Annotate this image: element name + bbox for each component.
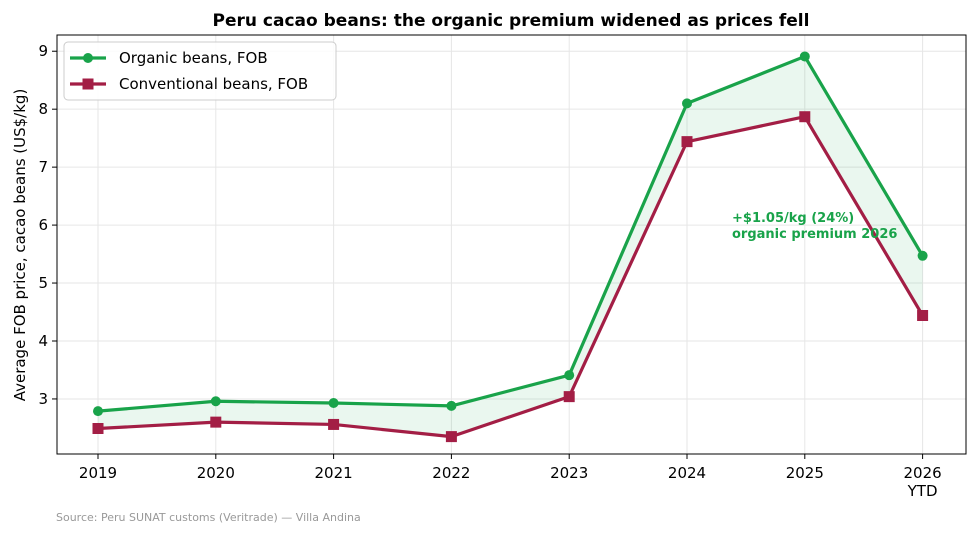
- x-tick-label: 2022: [432, 464, 470, 482]
- legend: Organic beans, FOB Conventional beans, FO…: [63, 41, 337, 101]
- plot-frame: [56, 34, 967, 455]
- organic-point: [799, 51, 810, 62]
- conventional-point: [445, 431, 457, 443]
- y-tick-label: 3: [38, 390, 48, 408]
- conventional-point: [563, 391, 575, 403]
- y-tick-label: 6: [38, 216, 48, 234]
- x-tick-label: 2025: [786, 464, 824, 482]
- y-axis-label: Average FOB price, cacao beans (US$/kg): [11, 89, 29, 402]
- premium-annotation: +$1.05/kg (24%) organic premium 2026: [732, 211, 897, 242]
- x-tick-label: 2023: [550, 464, 588, 482]
- x-tick-label-line: 2024: [668, 464, 706, 482]
- conventional-point: [92, 423, 104, 435]
- legend-label-conventional: Conventional beans, FOB: [119, 75, 308, 93]
- x-tick-label-line: 2019: [79, 464, 117, 482]
- x-tick-label: 2026 YTD: [904, 464, 942, 500]
- x-tick-label: 2024: [668, 464, 706, 482]
- conventional-point: [328, 418, 340, 430]
- x-tick-label-line: YTD: [907, 482, 938, 500]
- conventional-series-line: [96, 115, 925, 439]
- x-tick-label: 2020: [197, 464, 235, 482]
- y-tick-label: 4: [38, 332, 48, 350]
- chart-title: Peru cacao beans: the organic premium wi…: [213, 11, 810, 31]
- organic-point: [93, 406, 103, 417]
- x-tick-label: 2019: [79, 464, 117, 482]
- organic-point: [564, 370, 575, 381]
- organic-point: [917, 250, 928, 261]
- x-tick-label: 2021: [315, 464, 353, 482]
- y-tick-label: 5: [38, 274, 48, 292]
- legend-box: [63, 41, 337, 101]
- organic-point: [446, 400, 457, 411]
- y-tick-label: 9: [38, 42, 48, 60]
- x-tick-label-line: 2022: [432, 464, 470, 482]
- source-note: Source: Peru SUNAT customs (Veritrade) —…: [56, 511, 361, 524]
- premium-annotation-line: +$1.05/kg (24%): [732, 211, 854, 226]
- organic-point: [328, 398, 339, 409]
- x-tick-label-line: 2026: [904, 464, 942, 482]
- legend-marker-organic: [83, 53, 93, 63]
- gridlines: [57, 35, 966, 454]
- premium-annotation-text: +$1.05/kg (24%) organic premium 2026: [732, 211, 897, 242]
- conventional-point: [210, 416, 222, 428]
- x-tick-label-line: 2021: [315, 464, 353, 482]
- x-tick-label-line: 2025: [786, 464, 824, 482]
- series-layer: [92, 51, 929, 443]
- x-tick-label-line: 2020: [197, 464, 235, 482]
- y-tick-label: 8: [38, 100, 48, 118]
- legend-label-organic: Organic beans, FOB: [119, 49, 268, 67]
- y-tick-label: 7: [38, 158, 48, 176]
- axis-ticks: 2019 2020 2021 2022 2023 2024 2025 2026 YTD 3 4 5 6 7…: [38, 42, 941, 500]
- organic-series-line: [96, 54, 925, 413]
- conventional-point: [681, 136, 693, 148]
- premium-annotation-line: organic premium 2026: [732, 227, 897, 242]
- organic-point: [210, 396, 221, 407]
- organic-point: [682, 98, 692, 109]
- conventional-point: [799, 111, 811, 123]
- conventional-point: [917, 309, 929, 321]
- x-tick-label-line: 2023: [550, 464, 588, 482]
- legend-marker-conventional: [82, 78, 94, 90]
